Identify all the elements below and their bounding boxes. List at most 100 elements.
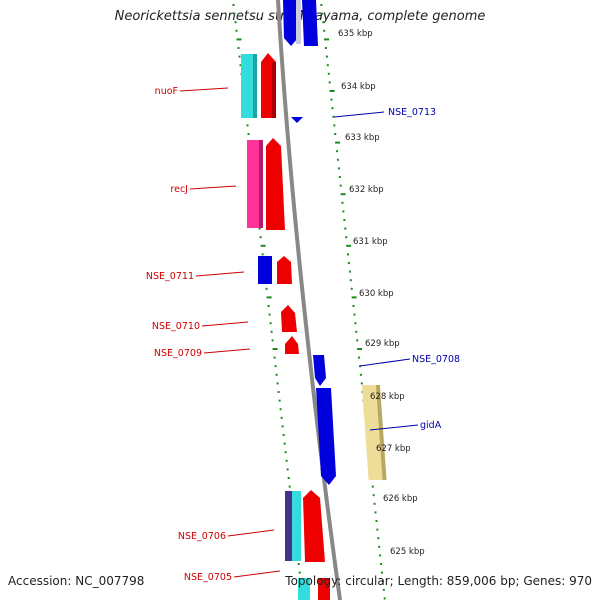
inner-track-tick	[273, 356, 276, 359]
gene-NSE_0709[interactable]	[285, 336, 299, 354]
inner-track-tick	[269, 322, 272, 325]
inner-track-tick	[277, 391, 280, 393]
gene-label-NSE_0709[interactable]: NSE_0709	[154, 348, 202, 359]
gene-label-NSE_0711[interactable]: NSE_0711	[146, 271, 194, 282]
inner-track-tick	[279, 408, 282, 411]
inner-track-tick	[298, 571, 301, 574]
scale-label-630: 630 kbp	[359, 289, 394, 299]
outer-track-tick	[340, 193, 346, 196]
outer-track-tick	[323, 29, 326, 32]
outer-track-tick	[335, 141, 341, 144]
gene-NSE_0706-cyan[interactable]	[292, 491, 301, 561]
gene-top-blue-2[interactable]	[302, 0, 318, 46]
gene-label-NSE_0705[interactable]: NSE_0705	[184, 572, 232, 583]
outer-track-tick	[336, 150, 338, 153]
gene-NSE_0706-purple[interactable]	[285, 491, 293, 561]
gene-NSE_0711[interactable]	[277, 256, 292, 284]
outer-track-tick	[378, 545, 381, 548]
outer-track-tick	[347, 253, 349, 256]
outer-track-tick	[336, 158, 339, 161]
gene-NSE_0706[interactable]	[303, 490, 325, 562]
gene-recJ-pink[interactable]	[247, 140, 262, 228]
gene-label-gidA[interactable]: gidA	[420, 420, 442, 431]
gene-label-NSE_0706[interactable]: NSE_0706	[178, 531, 226, 542]
outer-track-tick	[321, 12, 324, 15]
gene-top-blue-1[interactable]	[283, 0, 298, 46]
gene-gidA[interactable]	[316, 388, 336, 485]
inner-track-tick	[247, 133, 250, 135]
inner-track-tick	[261, 253, 264, 256]
inner-track-tick	[286, 468, 289, 471]
inner-track-tick	[235, 29, 238, 32]
outer-track-tick	[337, 167, 340, 170]
outer-track-tick	[356, 339, 359, 342]
outer-track-tick	[345, 236, 348, 239]
outer-track-tick	[351, 296, 357, 299]
scale-labels: 635 kbp 634 kbp 633 kbp 632 kbp 631 kbp …	[338, 29, 425, 557]
outer-track-tick	[324, 38, 330, 41]
outer-track-tick	[359, 365, 361, 368]
outer-track-tick	[381, 571, 383, 574]
outer-track-tick	[326, 64, 329, 67]
inner-track-tick	[270, 330, 273, 333]
outer-track-tick	[379, 554, 382, 557]
outer-track-tick	[343, 219, 346, 221]
inner-track-tick	[285, 459, 288, 462]
outer-track-tick	[354, 322, 357, 325]
scale-label-626: 626 kbp	[383, 494, 418, 504]
inner-track-tick	[287, 477, 290, 479]
outer-track-tick	[327, 72, 330, 75]
outer-track-tick	[349, 279, 352, 282]
outer-track-tick	[371, 485, 374, 488]
gene-NSE_0705-cyan[interactable]	[298, 578, 310, 600]
outer-track-tick	[383, 597, 386, 600]
inner-track-tick	[297, 563, 300, 565]
scale-label-629: 629 kbp	[365, 339, 400, 349]
inner-track-tick	[274, 365, 277, 368]
inner-track-tick	[275, 373, 278, 376]
genome-summary-text: Topology: circular; Length: 859,006 bp; …	[285, 574, 592, 588]
inner-track-tick	[268, 313, 271, 316]
inner-track-tick	[272, 348, 278, 350]
inner-track-tick	[281, 425, 284, 428]
inner-track-tick	[267, 305, 270, 307]
outer-track-tick	[320, 4, 323, 6]
accession-text: Accession: NC_007798	[8, 574, 145, 588]
gene-nuoF-cyan[interactable]	[241, 54, 255, 118]
gene-NSE_0711-blue[interactable]	[258, 256, 272, 284]
outer-track-tick	[376, 528, 379, 531]
outer-track-tick	[380, 563, 383, 565]
outer-track-tick	[352, 305, 355, 307]
scale-label-627: 627 kbp	[376, 444, 411, 454]
gene-labels: nuoF NSE_0713 recJ NSE_0711 NSE_0710 NSE…	[146, 86, 460, 583]
scale-label-634: 634 kbp	[341, 82, 376, 92]
outer-track-tick	[377, 537, 380, 540]
outer-track-tick	[360, 382, 363, 385]
inner-track-tick	[239, 64, 242, 67]
outer-track-tick	[328, 81, 331, 84]
outer-track-tick	[350, 287, 353, 290]
outer-track-tick	[333, 124, 336, 127]
inner-track-tick	[234, 21, 237, 24]
gene-label-nuoF[interactable]: nuoF	[155, 86, 178, 97]
outer-track-tick	[342, 210, 345, 213]
gene-label-recJ[interactable]: recJ	[170, 184, 188, 195]
gene-recJ[interactable]	[266, 138, 285, 230]
inner-track-tick	[232, 4, 235, 6]
gene-NSE_0708[interactable]	[313, 355, 326, 386]
inner-track-tick	[276, 382, 279, 385]
inner-track-tick	[236, 38, 242, 41]
gene-label-NSE_0713[interactable]: NSE_0713	[388, 107, 436, 118]
gene-label-NSE_0710[interactable]: NSE_0710	[152, 321, 200, 332]
inner-track-tick	[237, 47, 240, 49]
scale-label-635: 635 kbp	[338, 29, 373, 39]
outer-track-tick	[381, 580, 384, 583]
gene-NSE_0713[interactable]	[291, 117, 303, 123]
outer-track-tick	[375, 520, 378, 522]
gene-NSE_0705[interactable]	[318, 578, 330, 600]
gene-NSE_0710[interactable]	[281, 305, 297, 332]
gene-label-NSE_0708[interactable]: NSE_0708	[412, 354, 460, 365]
outer-track-tick	[374, 511, 377, 514]
forward-strand-features	[283, 0, 387, 485]
outer-track-tick	[344, 227, 347, 230]
